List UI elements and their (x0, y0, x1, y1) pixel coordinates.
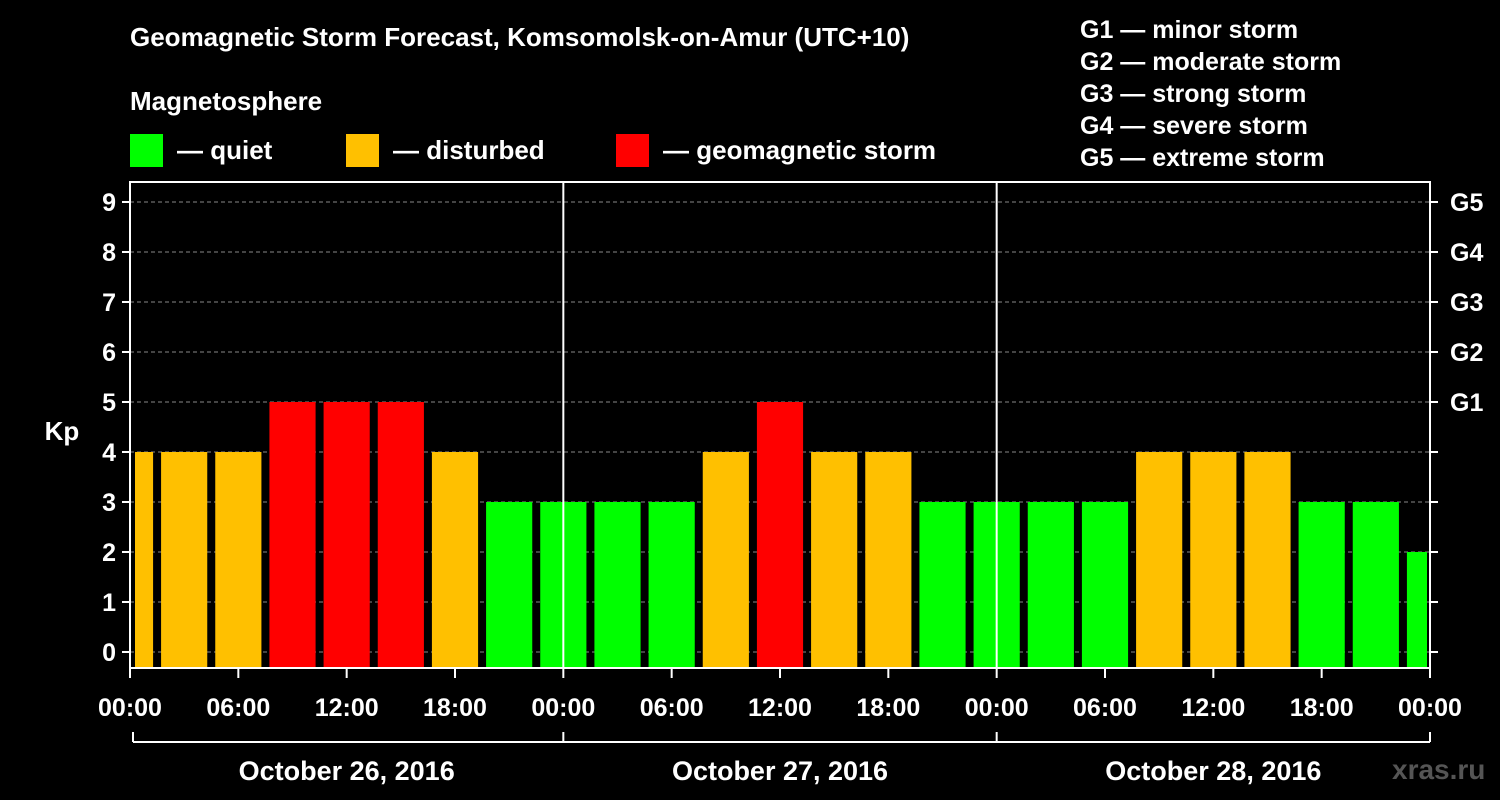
kp-bar (811, 452, 858, 668)
y-tick-label: 6 (102, 339, 116, 367)
kp-bar (1027, 502, 1074, 668)
y-tick-label: 8 (102, 239, 116, 267)
kp-bar (1406, 552, 1427, 668)
kp-bar (486, 502, 533, 668)
kp-bar (135, 452, 154, 668)
chart-subtitle: Magnetosphere (130, 86, 323, 116)
y-tick-label: 1 (102, 589, 116, 617)
kp-bar (865, 452, 912, 668)
legend-item-storm: — geomagnetic storm (616, 134, 936, 167)
kp-bar (1352, 502, 1399, 668)
x-tick-label: 00:00 (965, 694, 1029, 722)
x-tick-label: 06:00 (1073, 694, 1137, 722)
kp-bar (1190, 452, 1237, 668)
kp-bar (919, 502, 966, 668)
storm-scale-g4: G4 — severe storm (1080, 112, 1308, 140)
chart-title: Geomagnetic Storm Forecast, Komsomolsk-o… (130, 22, 910, 52)
storm-scale-g2: G2 — moderate storm (1080, 48, 1342, 76)
kp-bar (1081, 502, 1129, 668)
day-label: October 26, 2016 (239, 756, 455, 786)
kp-bar (1298, 502, 1345, 668)
x-tick-label: 00:00 (98, 694, 162, 722)
x-tick-label: 12:00 (748, 694, 812, 722)
x-tick-label: 12:00 (315, 694, 379, 722)
legend-label-storm: — geomagnetic storm (663, 135, 937, 165)
storm-scale-legend: G1 — minor storm G2 — moderate storm G3 … (1080, 14, 1341, 174)
legend-item-disturbed: — disturbed (346, 134, 545, 167)
y-axis-label: Kp (45, 416, 80, 446)
kp-bar (1136, 452, 1183, 668)
x-tick-label: 12:00 (1181, 694, 1245, 722)
legend-swatch-disturbed (346, 134, 379, 167)
kp-bar (1244, 452, 1291, 668)
kp-bar (269, 402, 316, 668)
x-tick-label: 18:00 (856, 694, 920, 722)
kp-bar (431, 452, 479, 668)
y-tick-label: 9 (102, 189, 116, 217)
y-tick-label: 4 (102, 439, 116, 467)
x-tick-label: 18:00 (1290, 694, 1354, 722)
x-tick-label: 00:00 (531, 694, 595, 722)
storm-scale-g3: G3 — strong storm (1080, 80, 1307, 108)
y-tick-label: 2 (102, 539, 116, 567)
storm-scale-g1: G1 — minor storm (1080, 16, 1299, 44)
x-tick-label: 06:00 (640, 694, 704, 722)
y-tick-label: 7 (102, 289, 116, 317)
kp-bar (648, 502, 695, 668)
legend-item-quiet: — quiet (130, 134, 272, 167)
legend-label-quiet: — quiet (177, 135, 273, 165)
kp-bar (702, 452, 749, 668)
kp-bar (215, 452, 262, 668)
storm-level-label: G3 (1450, 289, 1483, 317)
legend-swatch-storm (616, 134, 649, 167)
storm-level-label: G4 (1450, 239, 1483, 267)
storm-level-label: G5 (1450, 189, 1483, 217)
kp-bar (756, 402, 804, 668)
legend-swatch-quiet (130, 134, 163, 167)
kp-bar (323, 402, 370, 668)
storm-level-label: G2 (1450, 339, 1483, 367)
x-tick-label: 18:00 (423, 694, 487, 722)
legend-label-disturbed: — disturbed (393, 135, 545, 165)
storm-scale-g5: G5 — extreme storm (1080, 144, 1325, 172)
y-tick-label: 5 (102, 389, 116, 417)
storm-level-label: G1 (1450, 389, 1483, 417)
kp-bar (377, 402, 424, 668)
day-label: October 27, 2016 (672, 756, 888, 786)
x-tick-label: 06:00 (206, 694, 270, 722)
x-tick-label: 00:00 (1398, 694, 1462, 722)
y-tick-label: 0 (102, 639, 116, 667)
kp-bar (594, 502, 641, 668)
watermark: xras.ru (1392, 754, 1486, 785)
kp-bar (161, 452, 208, 668)
y-tick-label: 3 (102, 489, 116, 517)
day-label: October 28, 2016 (1105, 756, 1321, 786)
